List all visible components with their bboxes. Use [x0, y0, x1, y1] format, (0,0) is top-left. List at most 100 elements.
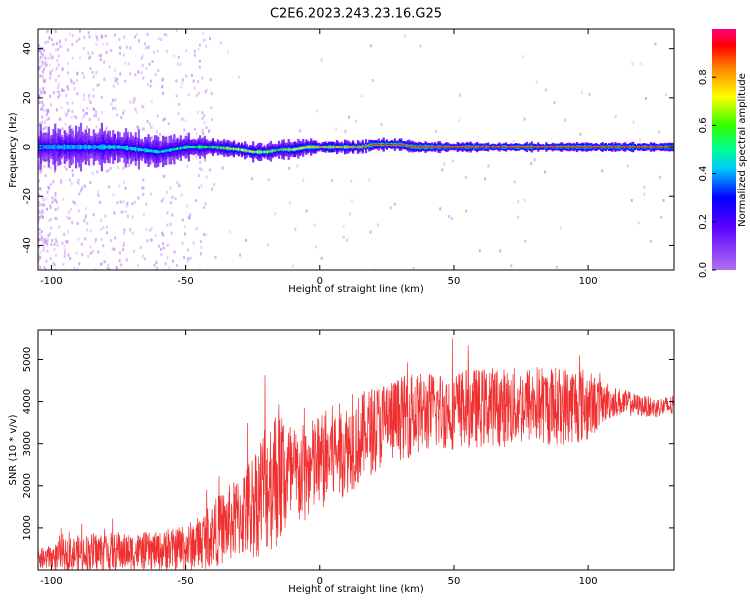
- spectrogram-noise-cell: [451, 159, 454, 163]
- spectrogram-noise-cell: [55, 42, 58, 46]
- spectrogram-noise-cell: [66, 85, 69, 88]
- spectrogram-noise-cell: [161, 85, 164, 89]
- spectrogram-noise-cell: [44, 64, 47, 68]
- spectrogram-band-cell: [332, 146, 335, 148]
- spectrogram-band-cell: [329, 146, 332, 148]
- spectrogram-noise-cell: [132, 100, 135, 104]
- spectrogram-noise-cell: [46, 117, 49, 121]
- spectrogram-band-cell: [614, 146, 617, 148]
- spectrogram-band-cell: [599, 146, 603, 148]
- spectrogram-noise-cell: [145, 227, 148, 231]
- spectrogram-band-cell: [653, 146, 656, 148]
- spectrogram-band-cell: [294, 148, 297, 151]
- spectrogram-noise-cell: [601, 169, 604, 173]
- spectrogram-band-cell: [155, 149, 158, 154]
- spectrogram-band-cell: [408, 145, 411, 147]
- spectrogram-noise-cell: [48, 117, 50, 121]
- spectrogram-band-cell: [223, 147, 226, 149]
- spectrogram-band-cell: [71, 145, 74, 150]
- spectrogram-noise-cell: [342, 235, 345, 239]
- spectrogram-noise-cell: [82, 108, 85, 112]
- spectrogram-noise-cell: [70, 78, 73, 82]
- spectrogram-band-cell: [421, 146, 424, 148]
- spectrogram-noise-cell: [57, 63, 60, 67]
- spectrogram-noise-cell: [44, 91, 47, 95]
- snr-x-tick-label: 50: [448, 576, 461, 587]
- spectrogram-noise-cell: [95, 43, 98, 47]
- snr-x-tick-label: -100: [40, 576, 63, 587]
- spectrogram-noise-cell: [141, 54, 144, 58]
- spectrogram-noise-cell: [157, 244, 160, 248]
- spectrogram-noise-cell: [121, 248, 124, 252]
- spectrogram-band-cell: [400, 143, 403, 146]
- spectrogram-noise-cell: [644, 97, 647, 100]
- snr-y-axis-label: SNR (10 * v/v): [8, 414, 19, 485]
- spectrogram-noise-cell: [49, 70, 52, 74]
- spectrogram-noise-cell: [166, 223, 169, 227]
- spectrogram-noise-cell: [88, 117, 91, 121]
- spectrogram-noise-cell: [38, 201, 40, 204]
- spectrogram-band-cell: [208, 146, 211, 148]
- spectrogram-noise-cell: [41, 238, 44, 242]
- spectrogram-band-cell: [533, 146, 537, 148]
- spectrogram-band-cell: [245, 149, 248, 152]
- spectrogram-x-tick-label: -100: [40, 276, 63, 287]
- spectrogram-noise-cell: [150, 125, 153, 129]
- spectrogram-band-cell: [371, 144, 374, 146]
- spectrogram-noise-cell: [148, 122, 151, 126]
- spectrogram-y-axis-label: Frequency (Hz): [8, 112, 19, 188]
- spectrogram-noise-cell: [73, 134, 76, 138]
- spectrogram-noise-cell: [137, 70, 140, 74]
- spectrogram-noise-cell: [89, 251, 92, 255]
- spectrogram-noise-cell: [535, 80, 538, 84]
- spectrogram-band-cell: [339, 146, 342, 148]
- spectrogram-band-cell: [342, 146, 345, 148]
- spectrogram-noise-cell: [369, 44, 372, 48]
- spectrogram-noise-cell: [67, 253, 70, 257]
- spectrogram-noise-cell: [145, 67, 148, 70]
- spectrogram-band-cell: [191, 146, 194, 149]
- snr-panel: -100 -50 0 50 100 1000 2000 3000 4000 5000 Heigh…: [8, 329, 675, 595]
- spectrogram-noise-cell: [82, 93, 85, 97]
- spectrogram-band-cell: [591, 146, 595, 148]
- spectrogram-noise-cell: [45, 241, 48, 245]
- spectrogram-noise-cell: [110, 102, 113, 106]
- spectrogram-noise-cell: [135, 110, 138, 114]
- spectrogram-noise-cell: [664, 93, 667, 96]
- spectrogram-noise-cell: [142, 178, 145, 182]
- spectrogram-noise-cell: [96, 83, 99, 87]
- spectrogram-noise-cell: [458, 119, 461, 123]
- spectrogram-noise-cell: [195, 155, 198, 159]
- spectrogram-noise-cell: [302, 178, 305, 182]
- spectrogram-band-cell: [83, 145, 86, 149]
- spectrogram-noise-cell: [195, 132, 198, 136]
- spectrogram-band-cell: [608, 146, 611, 148]
- spectrogram-noise-cell: [38, 65, 41, 69]
- spectrogram-noise-cell: [42, 240, 45, 244]
- spectrogram-noise-cell: [113, 211, 116, 215]
- spectrogram-band-cell: [585, 146, 588, 148]
- spectrogram-noise-cell: [141, 186, 144, 190]
- spectrogram-noise-cell: [83, 75, 86, 79]
- spectrogram-noise-cell: [61, 67, 64, 71]
- spectrogram-noise-cell: [41, 100, 44, 104]
- spectrogram-band-cell: [255, 151, 258, 153]
- spectrogram-band-cell: [105, 145, 108, 149]
- spectrogram-noise-cell: [38, 66, 41, 70]
- spectrogram-noise-cell: [77, 209, 80, 213]
- spectrogram-noise-cell: [125, 210, 128, 214]
- spectrogram-noise-cell: [63, 255, 66, 259]
- spectrogram-noise-cell: [76, 72, 78, 76]
- spectrogram-noise-cell: [50, 218, 52, 221]
- spectrogram-noise-cell: [83, 47, 85, 51]
- spectrogram-noise-cell: [43, 90, 46, 94]
- spectrogram-band-cell: [192, 145, 195, 149]
- spectrogram-band-cell: [435, 146, 438, 148]
- spectrogram-band-cell: [479, 146, 482, 148]
- spectrogram-noise-cell: [84, 184, 87, 188]
- spectrogram-noise-cell: [169, 201, 172, 205]
- spectrogram-noise-cell: [403, 34, 406, 38]
- spectrogram-noise-cell: [40, 211, 43, 214]
- spectrogram-noise-cell: [142, 76, 145, 80]
- spectrogram-noise-cell: [41, 75, 44, 78]
